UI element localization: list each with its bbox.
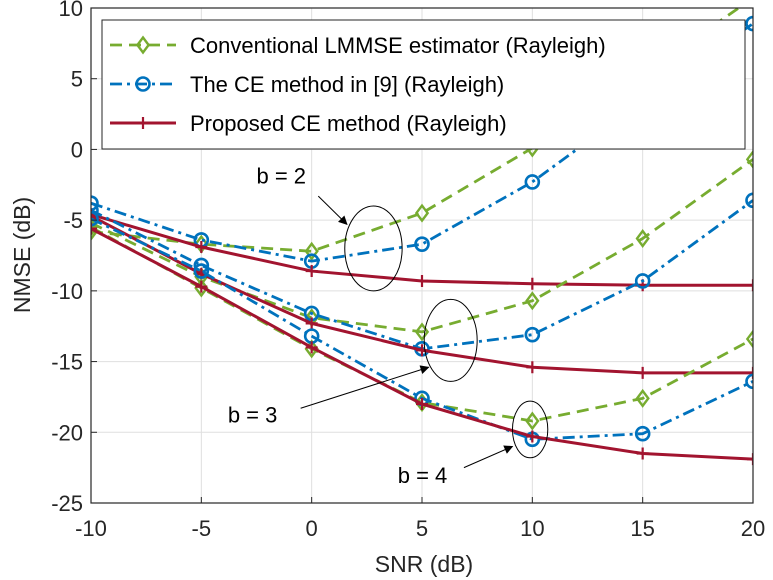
x-tick-label: 20 (741, 516, 765, 541)
annotation-arrow (300, 365, 430, 409)
x-axis-label: SNR (dB) (375, 551, 473, 577)
point-marker-diamond (635, 229, 650, 249)
annotation-ellipse (511, 400, 549, 459)
point-marker-circle (745, 15, 753, 32)
legend-label: Conventional LMMSE estimator (Rayleigh) (190, 33, 606, 58)
point-marker-circle (524, 326, 541, 343)
annotation-label: b = 3 (228, 402, 278, 427)
y-tick-label: -10 (51, 279, 83, 304)
x-tick-label: -5 (192, 516, 212, 541)
point-marker-plus (305, 317, 318, 330)
point-marker-diamond (745, 149, 753, 169)
y-tick-label: -25 (51, 491, 83, 516)
annotation-ellipse (423, 298, 478, 382)
legend-entry-3: Proposed CE method (Rayleigh) (110, 111, 507, 136)
legend-entry-1: Conventional LMMSE estimator (Rayleigh) (110, 33, 606, 58)
point-marker-circle (414, 236, 430, 252)
point-marker-plus (305, 265, 318, 278)
point-marker-plus (91, 222, 97, 235)
annotation-1: b = 2 (257, 163, 403, 292)
x-tick-label: 5 (416, 516, 428, 541)
y-tick-label: -15 (51, 350, 83, 375)
axis-ticks: -10 -5 0 5 10 15 20 -25 -20 -15 -10 -5 0 5 10 (51, 0, 765, 541)
legend-box (101, 19, 746, 150)
annotation-2: b = 3 (228, 298, 478, 427)
point-marker-plus (195, 280, 208, 293)
point-marker-plus (747, 366, 753, 379)
legend: Conventional LMMSE estimator (Rayleigh) T… (101, 19, 746, 150)
point-marker-circle (91, 195, 99, 211)
point-marker-circle (91, 202, 99, 219)
point-marker-circle (745, 192, 753, 209)
point-marker-plus (137, 117, 149, 129)
point-marker-circle (634, 425, 651, 442)
series-9 (91, 222, 753, 466)
point-marker-plus (747, 279, 753, 292)
point-marker-circle (91, 210, 99, 227)
y-tick-label: 5 (71, 67, 83, 92)
point-marker-circle (745, 373, 753, 390)
point-marker-diamond (525, 291, 540, 311)
point-marker-diamond (747, 0, 758, 6)
point-marker-plus (416, 274, 428, 287)
y-axis-label: NMSE (dB) (9, 197, 35, 313)
x-tick-label: 0 (306, 516, 318, 541)
point-marker-diamond (745, 329, 753, 349)
point-marker-circle (634, 273, 651, 289)
point-marker-plus (91, 209, 97, 222)
x-tick-label: -10 (75, 516, 107, 541)
legend-label: The CE method in [9] (Rayleigh) (190, 72, 504, 97)
point-marker-plus (526, 361, 539, 374)
x-tick-label: 15 (630, 516, 654, 541)
point-marker-plus (416, 398, 428, 410)
point-marker-diamond (525, 411, 540, 431)
point-marker-diamond (635, 388, 650, 408)
point-marker-plus (636, 447, 649, 460)
x-tick-label: 10 (520, 516, 544, 541)
annotation-layer: b = 2 b = 3 b = 4 (228, 163, 549, 488)
y-tick-label: 10 (59, 0, 83, 21)
point-marker-plus (636, 366, 649, 379)
point-marker-circle (193, 263, 210, 279)
y-tick-label: 0 (71, 137, 83, 162)
point-marker-diamond (304, 241, 319, 261)
annotation-ellipse (344, 205, 403, 292)
annotation-arrow (463, 445, 514, 469)
y-tick-label: -5 (63, 208, 83, 233)
legend-entry-2: The CE method in [9] (Rayleigh) (110, 72, 504, 97)
point-marker-plus (195, 241, 208, 254)
point-marker-plus (526, 277, 539, 290)
point-marker-plus (305, 341, 318, 354)
point-marker-plus (416, 344, 428, 357)
point-marker-diamond (135, 35, 151, 55)
point-marker-circle (135, 76, 151, 92)
point-marker-circle (524, 174, 541, 190)
point-marker-plus (747, 453, 753, 466)
annotation-label: b = 2 (257, 163, 307, 188)
y-tick-label: -20 (51, 420, 83, 445)
annotation-label: b = 4 (398, 463, 448, 488)
legend-label: Proposed CE method (Rayleigh) (190, 111, 507, 136)
series-6 (91, 209, 753, 379)
point-marker-diamond (414, 322, 430, 342)
point-marker-plus (526, 430, 539, 443)
annotation-arrow (317, 195, 348, 226)
annotation-3: b = 4 (398, 400, 549, 488)
point-marker-diamond (414, 203, 430, 223)
